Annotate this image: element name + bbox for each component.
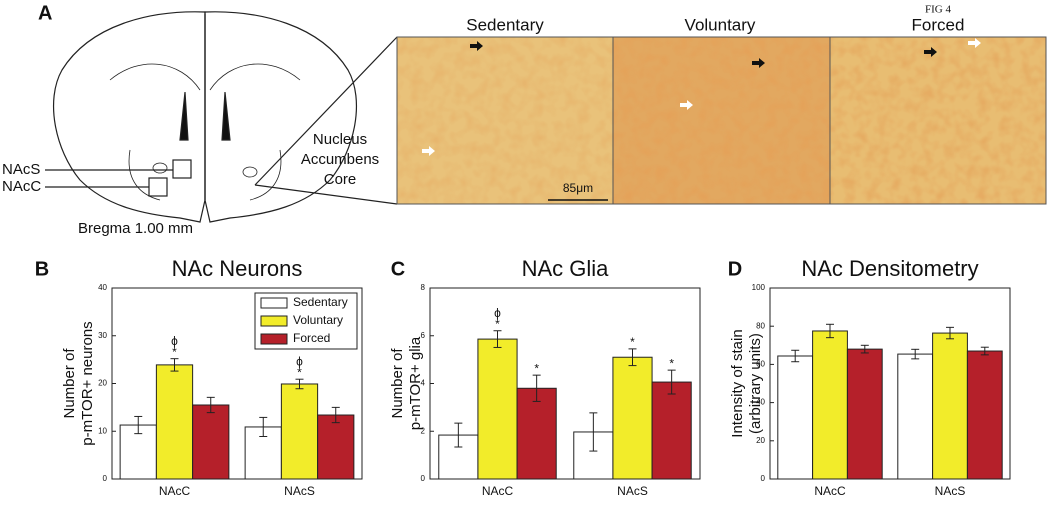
bar [846,348,883,480]
y-tick-label: 80 [756,321,765,330]
panel-letter: B [35,258,49,280]
commissure [152,162,168,174]
bregma-label: Bregma 1.00 mm [78,220,193,237]
bar [192,404,230,480]
zoom-line [254,184,398,205]
region-label: NAcS [2,161,40,178]
panel-letter: A [38,2,52,24]
ventricles [179,91,231,141]
legend-label: Sedentary [293,295,348,309]
y-tick-label: 40 [756,398,765,407]
condition-label: Forced [912,15,965,34]
significance-marker: * [534,361,539,375]
bar [812,330,848,480]
bar [966,350,1003,480]
significance-marker: ϕ [296,354,303,368]
panel-letter: D [728,258,742,280]
zoom-line [254,36,398,186]
corpus-callosum [109,63,301,91]
y-tick-label: 30 [98,331,107,340]
chart-title: NAc Neurons [172,256,303,281]
y-tick-label: 4 [421,379,426,388]
y-tick-label: 40 [98,283,107,292]
bar [516,387,557,480]
y-axis-label: p-mTOR+ glia [407,336,424,430]
bar [612,356,653,480]
bar [651,381,692,480]
chart-title: NAc Densitometry [801,256,978,281]
y-tick-label: 0 [761,474,766,483]
y-tick-label: 2 [421,426,426,435]
x-tick-label: NAcS [617,484,648,498]
legend-swatch [260,333,288,345]
significance-marker: * [172,345,177,359]
y-tick-label: 10 [98,426,107,435]
condition-label: Voluntary [685,15,756,34]
significance-marker: ϕ [494,306,501,320]
bar [897,353,934,480]
plot-frame [111,287,363,480]
zoom-label: Core [324,171,357,188]
y-tick-label: 0 [103,474,108,483]
bar [477,338,518,480]
y-tick-label: 20 [98,379,107,388]
commissure [242,166,258,178]
y-axis-label: (arbitrary units) [747,333,764,434]
plot-frame [429,287,701,480]
chart-title: NAc Glia [522,256,610,281]
stain-texture [830,37,1046,204]
region-label: NAcC [2,178,41,195]
legend-swatch [260,297,288,309]
y-tick-label: 100 [752,283,766,292]
x-tick-label: NAcC [159,484,191,498]
y-tick-label: 6 [421,331,426,340]
bar [777,355,814,480]
figure-label: FIG 4 [925,4,951,16]
y-tick-label: 0 [421,474,426,483]
significance-marker: * [630,335,635,349]
bar [155,364,194,480]
y-tick-label: 60 [756,360,765,369]
y-tick-label: 8 [421,283,426,292]
nacc-box [148,177,168,197]
brain-right [204,11,358,223]
significance-marker: ϕ [171,334,178,348]
x-tick-label: NAcS [284,484,315,498]
zoom-label: Nucleus [313,131,367,148]
y-axis-label: p-mTOR+ neurons [79,321,96,445]
panel-a [45,11,398,223]
condition-label: Sedentary [466,15,544,34]
frame [396,36,1047,205]
legend-label: Voluntary [293,313,343,327]
significance-marker: * [297,365,302,379]
zoom-label: Accumbens [301,151,379,168]
panel-letter: C [391,258,405,280]
x-tick-label: NAcS [935,484,966,498]
y-tick-label: 20 [756,436,765,445]
bar [932,332,968,480]
bar [317,414,355,480]
brain-left [52,11,206,223]
significance-marker: * [669,356,674,370]
nacs-box [172,159,192,179]
x-tick-label: NAcC [482,484,514,498]
scale-label: 85μm [563,181,593,195]
y-axis-label: Intensity of stain [729,329,746,437]
bar [280,383,319,480]
legend-label: Forced [293,331,330,345]
micrographs [396,36,1047,205]
stain-texture [613,37,830,204]
stain-texture [397,37,613,204]
y-axis-label: Number of [61,348,78,419]
significance-marker: * [495,317,500,331]
x-tick-label: NAcC [814,484,846,498]
y-axis-label: Number of [389,348,406,419]
legend-swatch [260,315,288,327]
plot-frame [769,287,1011,480]
